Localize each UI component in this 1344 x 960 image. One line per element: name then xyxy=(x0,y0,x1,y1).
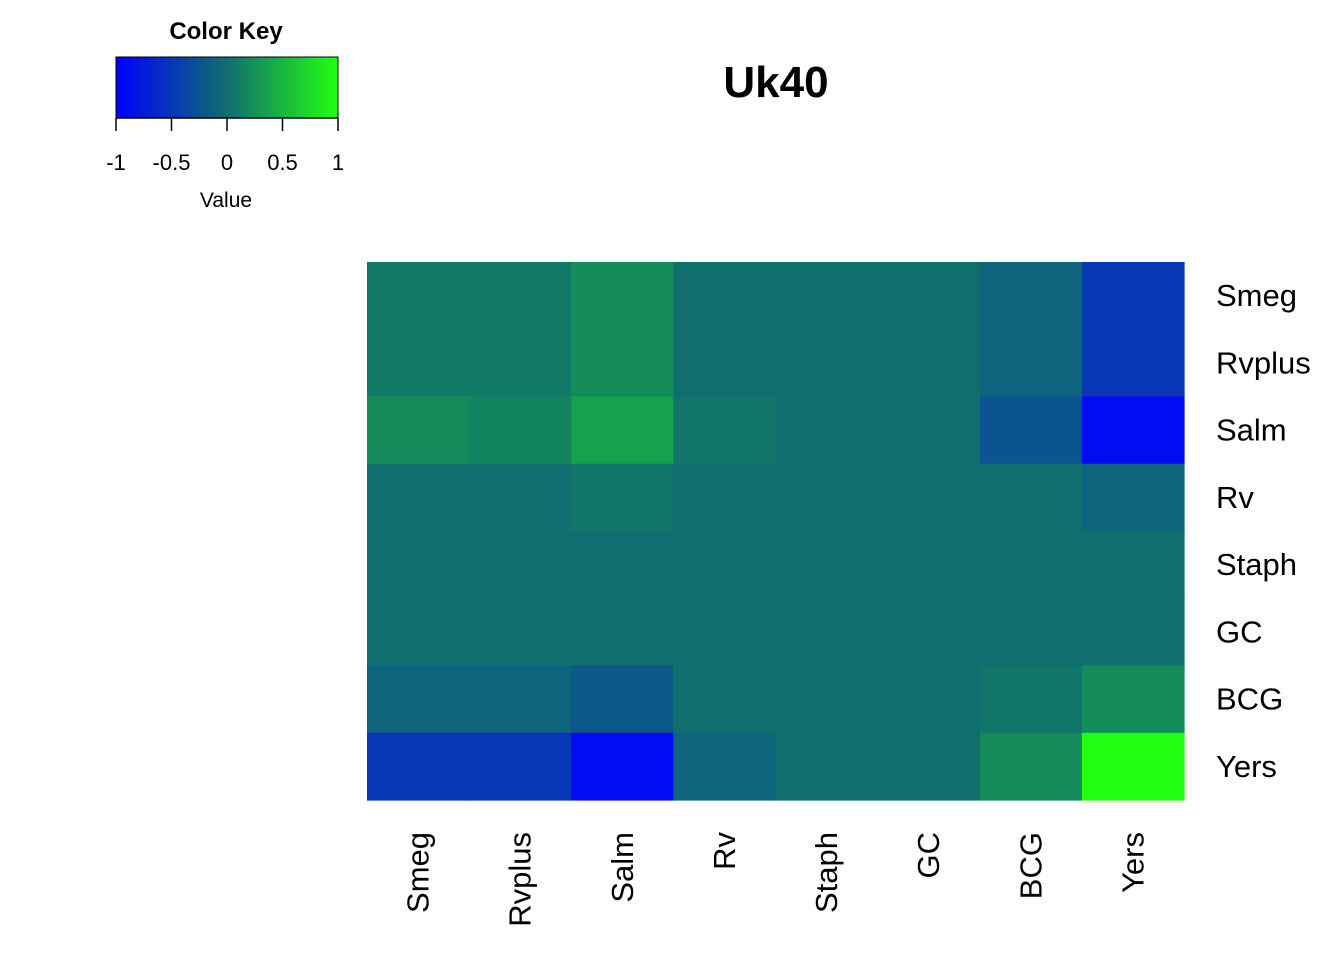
heatmap-cell-rvplus-gc xyxy=(877,329,981,398)
heatmap-cell-smeg-staph xyxy=(775,262,879,330)
col-label-rv: Rv xyxy=(707,832,742,870)
heatmap-cell-smeg-rvplus xyxy=(469,262,572,330)
row-label-gc: GC xyxy=(1216,614,1263,649)
heatmap-cell-yers-bcg xyxy=(979,732,1083,801)
heatmap-cell-salm-rvplus xyxy=(469,396,572,465)
heatmap-cell-gc-bcg xyxy=(979,598,1083,667)
heatmap-cell-salm-salm xyxy=(571,396,674,465)
row-label-staph: Staph xyxy=(1216,547,1297,582)
col-label-gc: GC xyxy=(911,832,946,879)
heatmap-cell-rvplus-bcg xyxy=(979,329,1083,398)
heatmap-cell-gc-staph xyxy=(775,598,879,667)
heatmap-cell-staph-smeg xyxy=(367,531,470,599)
row-label-rv: Rv xyxy=(1216,480,1254,515)
heatmap-cell-staph-bcg xyxy=(979,531,1083,599)
col-label-staph: Staph xyxy=(809,832,844,913)
heatmap-cell-rvplus-salm xyxy=(571,329,674,398)
color-key-tick-label: -0.5 xyxy=(153,150,191,175)
color-key-ticks: -1 -0.5 0 0.5 1 xyxy=(106,118,344,175)
heatmap-cell-salm-smeg xyxy=(367,396,470,465)
heatmap-cell-rv-gc xyxy=(877,463,981,532)
color-key-tick-label: 0.5 xyxy=(267,150,298,175)
heatmap-cell-rv-bcg xyxy=(979,463,1083,532)
heatmap-cell-bcg-rvplus xyxy=(469,665,572,734)
row-label-bcg: BCG xyxy=(1216,682,1283,717)
heatmap-cell-staph-staph xyxy=(775,531,879,599)
heatmap-cell-smeg-smeg xyxy=(367,262,470,330)
chart-title: Uk40 xyxy=(723,58,828,107)
heatmap-cell-salm-rv xyxy=(673,396,777,465)
heatmap-cell-yers-salm xyxy=(571,732,674,801)
heatmap-cell-smeg-yers xyxy=(1081,262,1185,330)
row-label-salm: Salm xyxy=(1216,413,1287,448)
heatmap-cell-bcg-bcg xyxy=(979,665,1083,734)
heatmap-cell-rvplus-rv xyxy=(673,329,777,398)
heatmap-cell-gc-salm xyxy=(571,598,674,667)
heatmap-cell-rv-rv xyxy=(673,463,777,532)
color-key-axis-label: Value xyxy=(200,189,252,212)
heatmap-cell-yers-staph xyxy=(775,732,879,801)
row-label-rvplus: Rvplus xyxy=(1216,345,1311,380)
col-labels: Smeg Rvplus Salm Rv Staph GC BCG Yers xyxy=(401,832,1151,927)
heatmap-cell-yers-smeg xyxy=(367,732,470,801)
heatmap-cell-staph-salm xyxy=(571,531,674,599)
row-labels: Smeg Rvplus Salm Rv Staph GC BCG Yers xyxy=(1216,278,1311,784)
heatmap-cell-gc-rv xyxy=(673,598,777,667)
heatmap-cell-bcg-staph xyxy=(775,665,879,734)
heatmap-cell-smeg-salm xyxy=(571,262,674,330)
color-key-bar xyxy=(115,56,339,119)
heatmap-cell-rv-yers xyxy=(1081,463,1185,532)
color-key: Color Key -1 -0.5 0 0.5 1 Value xyxy=(106,18,344,212)
heatmap-cell-salm-gc xyxy=(877,396,981,465)
heatmap-cell-gc-smeg xyxy=(367,598,470,667)
heatmap-cell-smeg-rv xyxy=(673,262,777,330)
heatmap-cell-bcg-gc xyxy=(877,665,981,734)
heatmap-cell-rv-smeg xyxy=(367,463,470,532)
heatmap-grid xyxy=(367,262,1185,801)
heatmap-cell-bcg-smeg xyxy=(367,665,470,734)
heatmap-cell-yers-gc xyxy=(877,732,981,801)
heatmap-cell-rv-salm xyxy=(571,463,674,532)
heatmap-cell-rvplus-yers xyxy=(1081,329,1185,398)
heatmap-cell-rvplus-staph xyxy=(775,329,879,398)
heatmap-cell-yers-rv xyxy=(673,732,777,801)
heatmap-cell-bcg-rv xyxy=(673,665,777,734)
heatmap-cell-smeg-bcg xyxy=(979,262,1083,330)
row-label-smeg: Smeg xyxy=(1216,278,1297,313)
col-label-rvplus: Rvplus xyxy=(503,832,538,927)
col-label-salm: Salm xyxy=(605,832,640,903)
heatmap-cell-rvplus-smeg xyxy=(367,329,470,398)
heatmap-cell-yers-rvplus xyxy=(469,732,572,801)
col-label-bcg: BCG xyxy=(1013,832,1048,899)
heatmap-cell-staph-rv xyxy=(673,531,777,599)
heatmap-cell-bcg-salm xyxy=(571,665,674,734)
color-key-tick-label: 0 xyxy=(221,150,233,175)
col-label-smeg: Smeg xyxy=(401,832,436,913)
color-key-tick-label: -1 xyxy=(106,150,126,175)
heatmap-cell-salm-yers xyxy=(1081,396,1185,465)
heatmap-cell-gc-yers xyxy=(1081,598,1185,667)
heatmap-cell-smeg-gc xyxy=(877,262,981,330)
heatmap-cell-rv-rvplus xyxy=(469,463,572,532)
heatmap-cell-staph-yers xyxy=(1081,531,1185,599)
col-label-yers: Yers xyxy=(1115,832,1150,893)
color-key-tick-label: 1 xyxy=(332,150,344,175)
heatmap-cell-salm-staph xyxy=(775,396,879,465)
heatmap-cell-rvplus-rvplus xyxy=(469,329,572,398)
heatmap-cell-staph-rvplus xyxy=(469,531,572,599)
heatmap-cell-gc-gc xyxy=(877,598,981,667)
heatmap-cell-salm-bcg xyxy=(979,396,1083,465)
heatmap-cell-bcg-yers xyxy=(1081,665,1185,734)
row-label-yers: Yers xyxy=(1216,749,1277,784)
heatmap-cell-rv-staph xyxy=(775,463,879,532)
heatmap-cell-yers-yers xyxy=(1081,732,1185,801)
color-key-title: Color Key xyxy=(169,18,283,45)
heatmap-cell-staph-gc xyxy=(877,531,981,599)
heatmap-cell-gc-rvplus xyxy=(469,598,572,667)
